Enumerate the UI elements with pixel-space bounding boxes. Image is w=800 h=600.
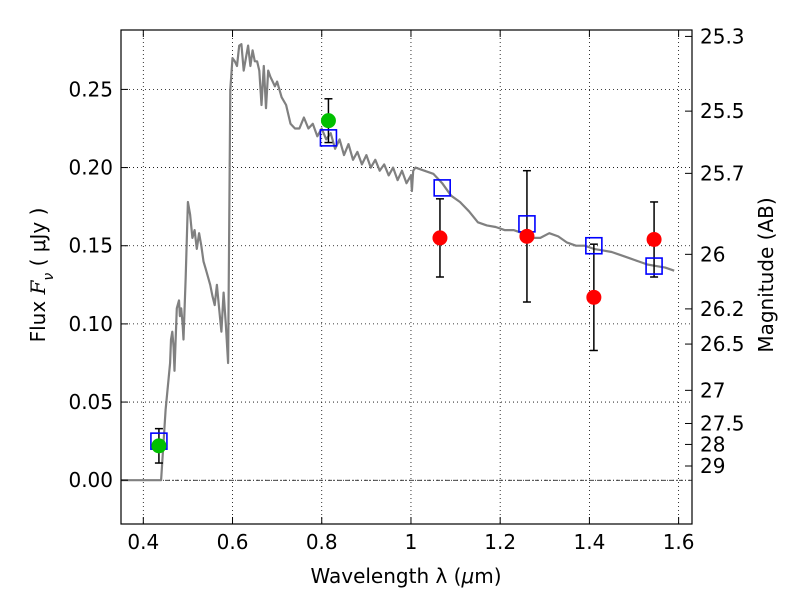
axis-ticks: 0.4 0.6 0.8 1 1.2 1.4 1.6 0.00 0.05 0.10 0.15 0.20 0… — [68, 24, 744, 554]
observed-flux-point — [432, 230, 448, 246]
x-tick-label: 1.2 — [484, 530, 516, 554]
y-tick-label: 0.20 — [68, 156, 113, 180]
y-tick-label: 0.05 — [68, 390, 113, 414]
x-tick-label: 0.6 — [217, 530, 249, 554]
observed-flux-point — [519, 228, 535, 244]
y-axis-title: Flux Fν ( μJy ) — [26, 208, 57, 343]
y2-tick-label: 26 — [700, 242, 725, 266]
y2-tick-label: 28 — [700, 432, 725, 456]
plot-frame — [120, 29, 693, 525]
observed-flux-point — [646, 231, 662, 247]
y2-tick-label: 26.5 — [700, 332, 745, 356]
y-tick-label: 0.10 — [68, 312, 113, 336]
y2-tick-label: 29 — [700, 454, 725, 478]
model-photometry-square — [645, 257, 663, 275]
x-axis-title: Wavelength λ (μm) — [310, 564, 501, 588]
y2-tick-label: 27 — [700, 378, 725, 402]
x-tick-label: 0.8 — [306, 530, 338, 554]
y2-axis-title: Magnitude (AB) — [754, 197, 778, 352]
x-tick-label: 1.4 — [573, 530, 605, 554]
x-tick-label: 0.4 — [127, 530, 159, 554]
y2-tick-label: 25.7 — [700, 161, 745, 185]
observed-flux-point — [586, 289, 602, 305]
model-photometry-square — [585, 236, 603, 255]
y2-tick-label: 27.5 — [700, 411, 745, 435]
y2-tick-label: 25.5 — [700, 99, 745, 123]
x-tick-label: 1 — [405, 530, 418, 554]
x-tick-label: 1.6 — [663, 530, 695, 554]
grid-lines — [121, 30, 692, 524]
model-photometry-square — [433, 179, 451, 197]
y-tick-label: 0.15 — [68, 234, 113, 258]
y-tick-label: 0.00 — [68, 468, 113, 492]
plot-area — [121, 43, 675, 482]
y-tick-label: 0.25 — [68, 77, 113, 101]
model-sed-curve — [121, 43, 675, 482]
model-photometry-square — [319, 129, 338, 147]
y2-tick-label: 26.2 — [700, 297, 745, 321]
observed-flux-point — [151, 438, 167, 454]
y2-tick-label: 25.3 — [700, 24, 745, 48]
observed-flux-point — [320, 113, 336, 129]
